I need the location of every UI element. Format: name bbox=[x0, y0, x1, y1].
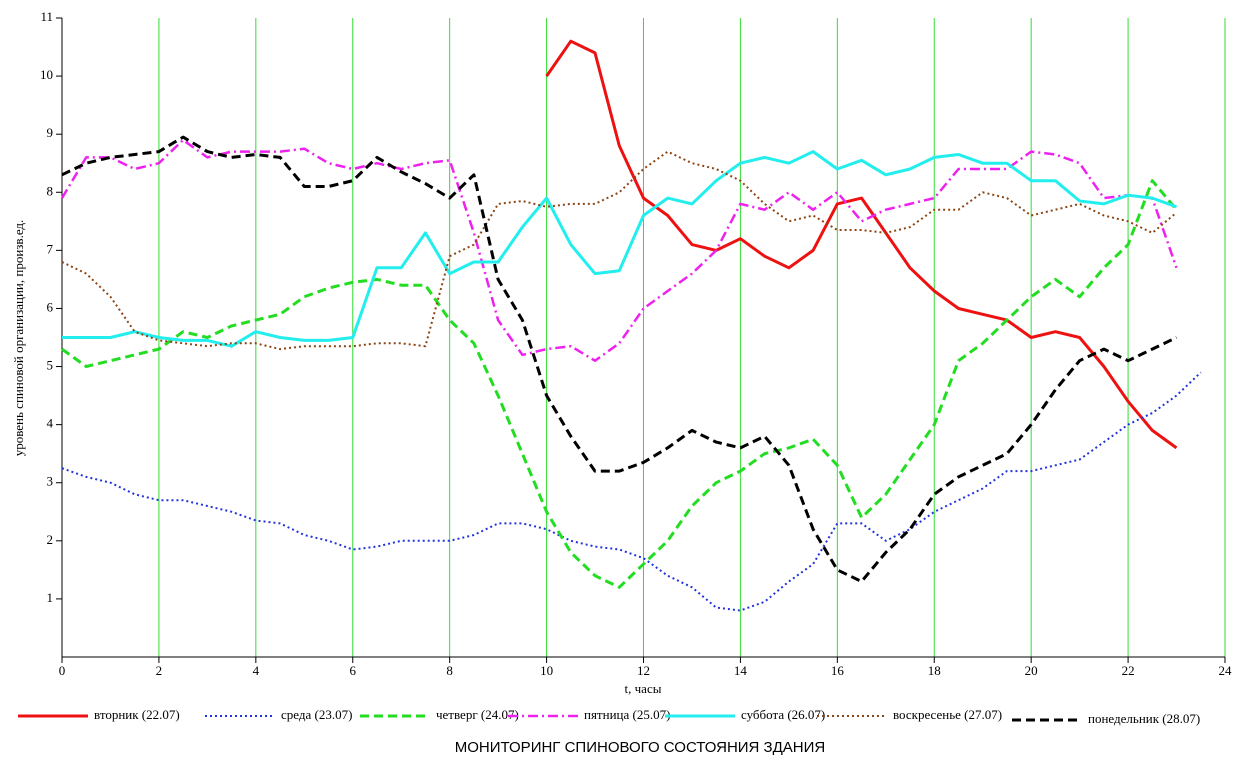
x-tick-label: 4 bbox=[253, 663, 260, 678]
legend-label: среда (23.07) bbox=[281, 707, 352, 722]
y-axis-label: уровень спиновой организации, произв.ед. bbox=[11, 220, 26, 457]
x-tick-label: 22 bbox=[1122, 663, 1135, 678]
y-tick-label: 4 bbox=[47, 416, 54, 431]
series-line bbox=[60, 138, 1178, 362]
legend-label: вторник (22.07) bbox=[94, 707, 180, 722]
y-tick-label: 5 bbox=[47, 358, 54, 373]
x-tick-label: 16 bbox=[831, 663, 845, 678]
x-tick-label: 24 bbox=[1219, 663, 1233, 678]
legend-label: четверг (24.07) bbox=[436, 707, 519, 722]
x-tick-label: 0 bbox=[59, 663, 66, 678]
series-line bbox=[62, 150, 1178, 348]
x-axis-label: t, часы bbox=[625, 681, 662, 696]
x-tick-label: 14 bbox=[734, 663, 748, 678]
y-tick-label: 10 bbox=[40, 67, 53, 82]
legend-label: суббота (26.07) bbox=[741, 707, 825, 722]
y-tick-label: 3 bbox=[47, 474, 54, 489]
series-line bbox=[61, 179, 1178, 589]
y-tick-label: 6 bbox=[47, 299, 54, 314]
x-tick-label: 10 bbox=[540, 663, 553, 678]
x-tick-label: 20 bbox=[1025, 663, 1038, 678]
x-tick-label: 18 bbox=[928, 663, 941, 678]
legend-label: воскресенье (27.07) bbox=[893, 707, 1002, 722]
y-tick-label: 2 bbox=[47, 532, 54, 547]
chart-title: МОНИТОРИНГ СПИНОВОГО СОСТОЯНИЯ ЗДАНИЯ bbox=[455, 739, 825, 756]
x-tick-label: 12 bbox=[637, 663, 650, 678]
y-tick-label: 7 bbox=[47, 241, 54, 256]
x-tick-label: 8 bbox=[446, 663, 453, 678]
y-tick-label: 9 bbox=[47, 125, 54, 140]
y-tick-label: 8 bbox=[47, 183, 54, 198]
y-tick-label: 1 bbox=[47, 590, 54, 605]
legend-label: понедельник (28.07) bbox=[1088, 711, 1200, 726]
series-line bbox=[61, 135, 1178, 583]
x-tick-label: 6 bbox=[350, 663, 357, 678]
x-tick-label: 2 bbox=[156, 663, 163, 678]
y-tick-label: 11 bbox=[40, 9, 53, 24]
legend-label: пятница (25.07) bbox=[584, 707, 670, 722]
series-line bbox=[61, 150, 1178, 351]
series-line bbox=[545, 39, 1178, 450]
series-line bbox=[61, 371, 1202, 612]
